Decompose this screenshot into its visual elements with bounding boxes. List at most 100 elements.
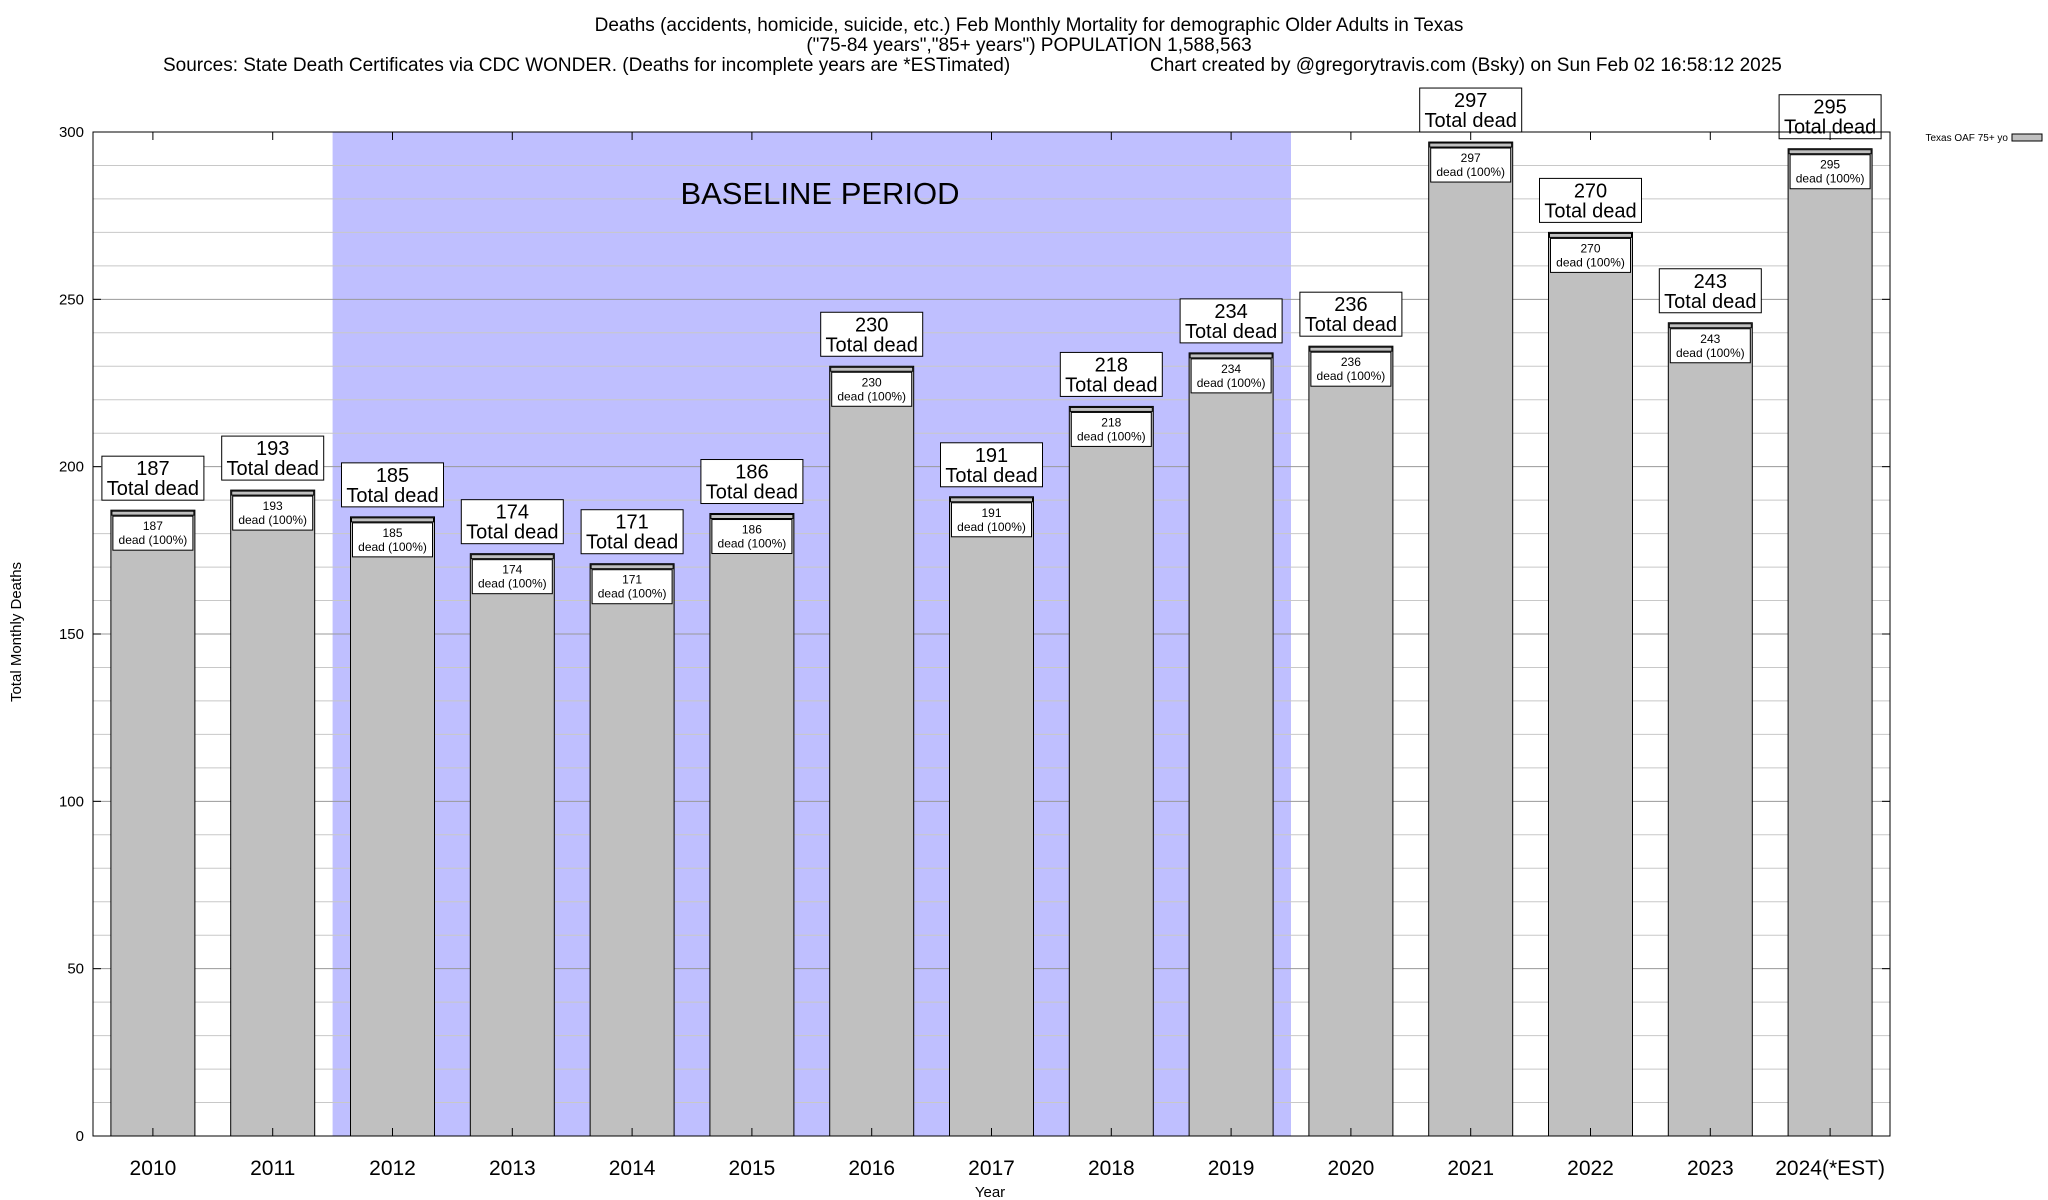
baseline-period-label: BASELINE PERIOD (680, 176, 959, 211)
bar-small-label-box (232, 495, 314, 531)
x-tick-label: 2015 (729, 1157, 776, 1180)
bar-cap-2021 (1429, 142, 1513, 148)
x-tick-label: 2013 (489, 1157, 536, 1180)
bar-total-label-box (1059, 351, 1163, 397)
bar-small-label-text: dead (100%) (718, 537, 787, 551)
bar-small-label-box (471, 559, 553, 595)
bar-small-label-box (352, 522, 433, 558)
bar-small-label-text: dead (100%) (119, 533, 188, 547)
x-tick-label: 2022 (1567, 1157, 1614, 1180)
y-axis-title: Total Monthly Deaths (8, 562, 25, 702)
chart-title-line-1: Deaths (accidents, homicide, suicide, et… (595, 15, 1464, 36)
legend-label: Texas OAF 75+ yo (1925, 133, 2008, 144)
bar-2010 (110, 509, 196, 1137)
legend: Texas OAF 75+ yo (1925, 133, 2043, 144)
legend-swatch (2011, 133, 2043, 142)
y-axis-ticks: 0 50 100 150 200 250 300 (59, 124, 1890, 1145)
bar-total-label-box (460, 499, 564, 545)
bar-small-label-value: 230 (862, 375, 882, 389)
x-tick-label: 2014 (609, 1157, 656, 1180)
bar-small-label-value: 187 (143, 519, 163, 533)
bar-small-label-box (831, 371, 913, 407)
bar-cap-2013 (470, 554, 554, 560)
x-tick-label: 2021 (1447, 1157, 1494, 1180)
bar-2013 (469, 553, 555, 1137)
bar-small-label-text: dead (100%) (837, 389, 906, 403)
bar-2022 (1548, 231, 1633, 1137)
bar-total-label-box (700, 459, 804, 505)
x-tick-label: 2020 (1328, 1157, 1375, 1180)
bar-small-label-value: 191 (981, 506, 1001, 520)
y-tick-label: 200 (59, 459, 84, 476)
y-tick-label: 50 (67, 961, 84, 978)
bar-small-label-box (951, 502, 1032, 538)
bar-total-label-text: Total dead (1185, 321, 1277, 343)
bar-small-label-value: 270 (1580, 241, 1600, 255)
bar-small-label-value: 186 (742, 523, 762, 537)
x-axis-ticks: 2010 2011 2012 2013 2014 2015 2016 2017 2018 2019… (130, 132, 1885, 1180)
bar-small-label-text: dead (100%) (478, 577, 547, 591)
bar-total-label-box (221, 435, 325, 481)
bar-total-label-value: 185 (376, 465, 409, 487)
bar-total-label-value: 174 (496, 502, 529, 524)
bar-total-label-text: Total dead (227, 458, 319, 480)
bar-total-label-text: Total dead (1425, 110, 1517, 132)
bar-small-label-text: dead (100%) (1077, 429, 1146, 443)
y-tick-label: 0 (76, 1128, 84, 1145)
bar-cap-2022 (1549, 232, 1632, 238)
bar-small-label-text: dead (100%) (1197, 376, 1266, 390)
bar-total-label-box (1419, 87, 1523, 133)
x-tick-label: 2012 (369, 1157, 416, 1180)
x-axis-title: Year (975, 1184, 1005, 1200)
y-tick-label: 100 (59, 793, 84, 810)
x-tick-label: 2024(*EST) (1775, 1157, 1885, 1180)
bar-2017 (949, 496, 1034, 1137)
bar-small-label-value: 243 (1700, 332, 1720, 346)
bar-cap-2016 (830, 366, 914, 372)
y-tick-label: 150 (59, 626, 84, 643)
bar-total-label-box (580, 509, 684, 555)
bar-small-label-box (591, 569, 673, 605)
bar-small-label-value: 295 (1820, 158, 1840, 172)
bar-total-label-text: Total dead (466, 522, 558, 544)
bar-total-label-text: Total dead (945, 465, 1037, 487)
x-tick-label: 2011 (250, 1157, 295, 1180)
bar-total-label-text: Total dead (1544, 200, 1636, 222)
bar-2015 (709, 513, 795, 1137)
chart-credit: Chart created by @gregorytravis.com (Bsk… (1150, 55, 1782, 76)
chart-title-line-2: ("75-84 years","85+ years") POPULATION 1… (806, 35, 1251, 56)
bar-total-label-box (1658, 268, 1762, 314)
bar-2024(*EST) (1787, 148, 1873, 1137)
bar-2012 (350, 516, 435, 1137)
bar-cap-2019 (1189, 353, 1273, 359)
bar-cap-2010 (111, 510, 195, 516)
bar-total-label-text: Total dead (1784, 117, 1876, 139)
bar-total-label-box (1179, 298, 1283, 344)
bar-total-label-text: Total dead (1664, 291, 1756, 313)
x-tick-label: 2017 (968, 1157, 1015, 1180)
bar-total-label-text: Total dead (706, 482, 798, 504)
bar-2023 (1667, 322, 1753, 1137)
bar-total-label-text: Total dead (1065, 374, 1157, 396)
bar-cap-2014 (590, 564, 674, 570)
bar-total-label-box (1778, 94, 1882, 140)
bar-small-label-value: 297 (1461, 151, 1481, 165)
bar-small-label-box (1190, 358, 1272, 394)
bar-small-label-value: 174 (502, 563, 522, 577)
bar-small-label-box (1310, 351, 1392, 387)
bar-small-label-text: dead (100%) (1317, 369, 1386, 383)
bar-2011 (230, 489, 316, 1137)
bar-total-label-value: 243 (1694, 271, 1727, 293)
bar-cap-2012 (351, 517, 434, 523)
bar-small-label-box (711, 519, 793, 555)
bar-total-label-value: 187 (136, 458, 169, 480)
bar-small-label-text: dead (100%) (957, 520, 1026, 534)
bar-total-label-value: 171 (615, 512, 648, 534)
x-tick-label: 2018 (1088, 1157, 1135, 1180)
bar-total-label-box (1539, 177, 1642, 223)
bar-small-label-box (1669, 328, 1751, 364)
bar-total-label-value: 191 (975, 445, 1008, 467)
bar-2016 (829, 365, 915, 1137)
bar-total-label-text: Total dead (1305, 314, 1397, 336)
bar-total-label-value: 230 (855, 314, 888, 336)
